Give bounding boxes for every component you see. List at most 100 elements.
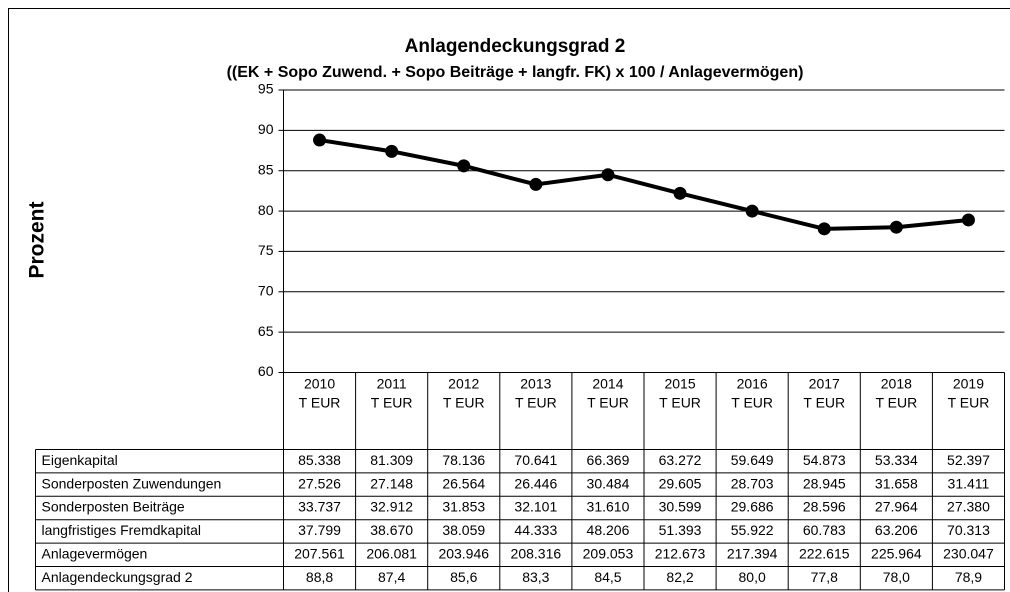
table-cell: 78.136 xyxy=(442,452,485,468)
table-cell: 31.853 xyxy=(442,499,485,515)
table-cell: 209.053 xyxy=(583,546,634,562)
chart-subtitle: ((EK + Sopo Zuwend. + Sopo Beiträge + la… xyxy=(227,64,804,81)
column-unit: T EUR xyxy=(875,395,917,411)
table-cell: 28.945 xyxy=(803,475,846,491)
table-cell: 63.206 xyxy=(875,522,918,538)
table-cell: 29.686 xyxy=(731,499,774,515)
table-cell: 27.380 xyxy=(947,499,990,515)
marker xyxy=(385,144,399,158)
table-cell: 32.101 xyxy=(514,499,557,515)
table-cell: 26.446 xyxy=(514,475,557,491)
table-cell: 38.059 xyxy=(442,522,485,538)
table-cell: 27.148 xyxy=(370,475,413,491)
x-tick-label: 2019 xyxy=(953,376,984,392)
marker xyxy=(673,186,687,200)
marker xyxy=(817,222,831,236)
row-label: Eigenkapital xyxy=(42,452,118,468)
table-cell: 29.605 xyxy=(659,475,702,491)
x-tick-label: 2011 xyxy=(377,376,407,392)
table-cell: 81.309 xyxy=(370,452,413,468)
marker xyxy=(529,177,543,191)
table-cell: 70.641 xyxy=(514,452,557,468)
table-cell: 27.964 xyxy=(875,499,918,515)
table-cell: 85.338 xyxy=(298,452,341,468)
marker xyxy=(457,159,471,173)
y-tick-label: 75 xyxy=(258,242,274,258)
x-tick-label: 2010 xyxy=(304,376,335,392)
value-label: 78,0 xyxy=(883,569,910,585)
table-cell: 33.737 xyxy=(298,499,341,515)
table-cell: 28.596 xyxy=(803,499,846,515)
table-cell: 212.673 xyxy=(655,546,706,562)
column-unit: T EUR xyxy=(659,395,701,411)
y-axis-label: Prozent xyxy=(26,201,49,278)
table-cell: 28.703 xyxy=(731,475,774,491)
column-unit: T EUR xyxy=(443,395,485,411)
column-unit: T EUR xyxy=(731,395,773,411)
table-cell: 207.561 xyxy=(294,546,345,562)
row-label: Sonderposten Beiträge xyxy=(42,499,185,515)
table-cell: 206.081 xyxy=(366,546,417,562)
table-cell: 31.411 xyxy=(948,475,990,491)
row-label: Anlagevermögen xyxy=(42,546,148,562)
column-unit: T EUR xyxy=(515,395,557,411)
column-unit: T EUR xyxy=(587,395,629,411)
marker xyxy=(601,168,615,182)
x-tick-label: 2014 xyxy=(592,376,623,392)
value-label: 84,5 xyxy=(594,569,621,585)
value-label: 78,9 xyxy=(955,569,982,585)
y-tick-label: 85 xyxy=(258,161,274,177)
table-cell: 32.912 xyxy=(370,499,413,515)
x-tick-label: 2015 xyxy=(664,376,695,392)
column-unit: T EUR xyxy=(371,395,413,411)
x-tick-label: 2013 xyxy=(520,376,551,392)
table-cell: 38.670 xyxy=(370,522,413,538)
chart-frame xyxy=(8,8,1010,592)
x-tick-label: 2018 xyxy=(881,376,912,392)
value-label: 87,4 xyxy=(378,569,405,585)
table-cell: 59.649 xyxy=(731,452,774,468)
table-cell: 230.047 xyxy=(943,546,994,562)
table-cell: 26.564 xyxy=(442,475,485,491)
marker xyxy=(889,220,903,234)
table-cell: 55.922 xyxy=(731,522,774,538)
table-cell: 70.313 xyxy=(947,522,990,538)
table-cell: 203.946 xyxy=(438,546,489,562)
table-cell: 217.394 xyxy=(727,546,778,562)
table-cell: 63.272 xyxy=(659,452,702,468)
y-tick-label: 65 xyxy=(258,323,274,339)
table-cell: 208.316 xyxy=(511,546,562,562)
column-unit: T EUR xyxy=(803,395,845,411)
y-tick-label: 80 xyxy=(258,202,274,218)
table-cell: 54.873 xyxy=(803,452,846,468)
marker xyxy=(313,133,327,147)
value-label: 83,3 xyxy=(522,569,549,585)
y-tick-label: 90 xyxy=(258,121,274,137)
value-label: 80,0 xyxy=(739,569,766,585)
table-cell: 48.206 xyxy=(587,522,630,538)
table-cell: 44.333 xyxy=(514,522,557,538)
x-tick-label: 2016 xyxy=(737,376,768,392)
marker xyxy=(745,204,759,218)
value-label: 85,6 xyxy=(450,569,477,585)
table-cell: 30.599 xyxy=(659,499,702,515)
row-label: Anlagendeckungsgrad 2 xyxy=(42,569,193,585)
chart-title: Anlagendeckungsgrad 2 xyxy=(405,36,626,57)
table-cell: 31.610 xyxy=(587,499,630,515)
value-label: 77,8 xyxy=(811,569,838,585)
table-cell: 51.393 xyxy=(659,522,702,538)
row-label: Sonderposten Zuwendungen xyxy=(42,475,222,491)
value-label: 82,2 xyxy=(666,569,693,585)
y-tick-label: 70 xyxy=(258,282,274,298)
table-cell: 37.799 xyxy=(298,522,341,538)
table-cell: 60.783 xyxy=(803,522,846,538)
table-cell: 30.484 xyxy=(587,475,630,491)
column-unit: T EUR xyxy=(299,395,341,411)
table-cell: 225.964 xyxy=(871,546,922,562)
table-cell: 222.615 xyxy=(799,546,850,562)
x-tick-label: 2012 xyxy=(448,376,479,392)
y-tick-label: 60 xyxy=(258,363,274,379)
table-cell: 27.526 xyxy=(298,475,341,491)
value-label: 88,8 xyxy=(306,569,333,585)
